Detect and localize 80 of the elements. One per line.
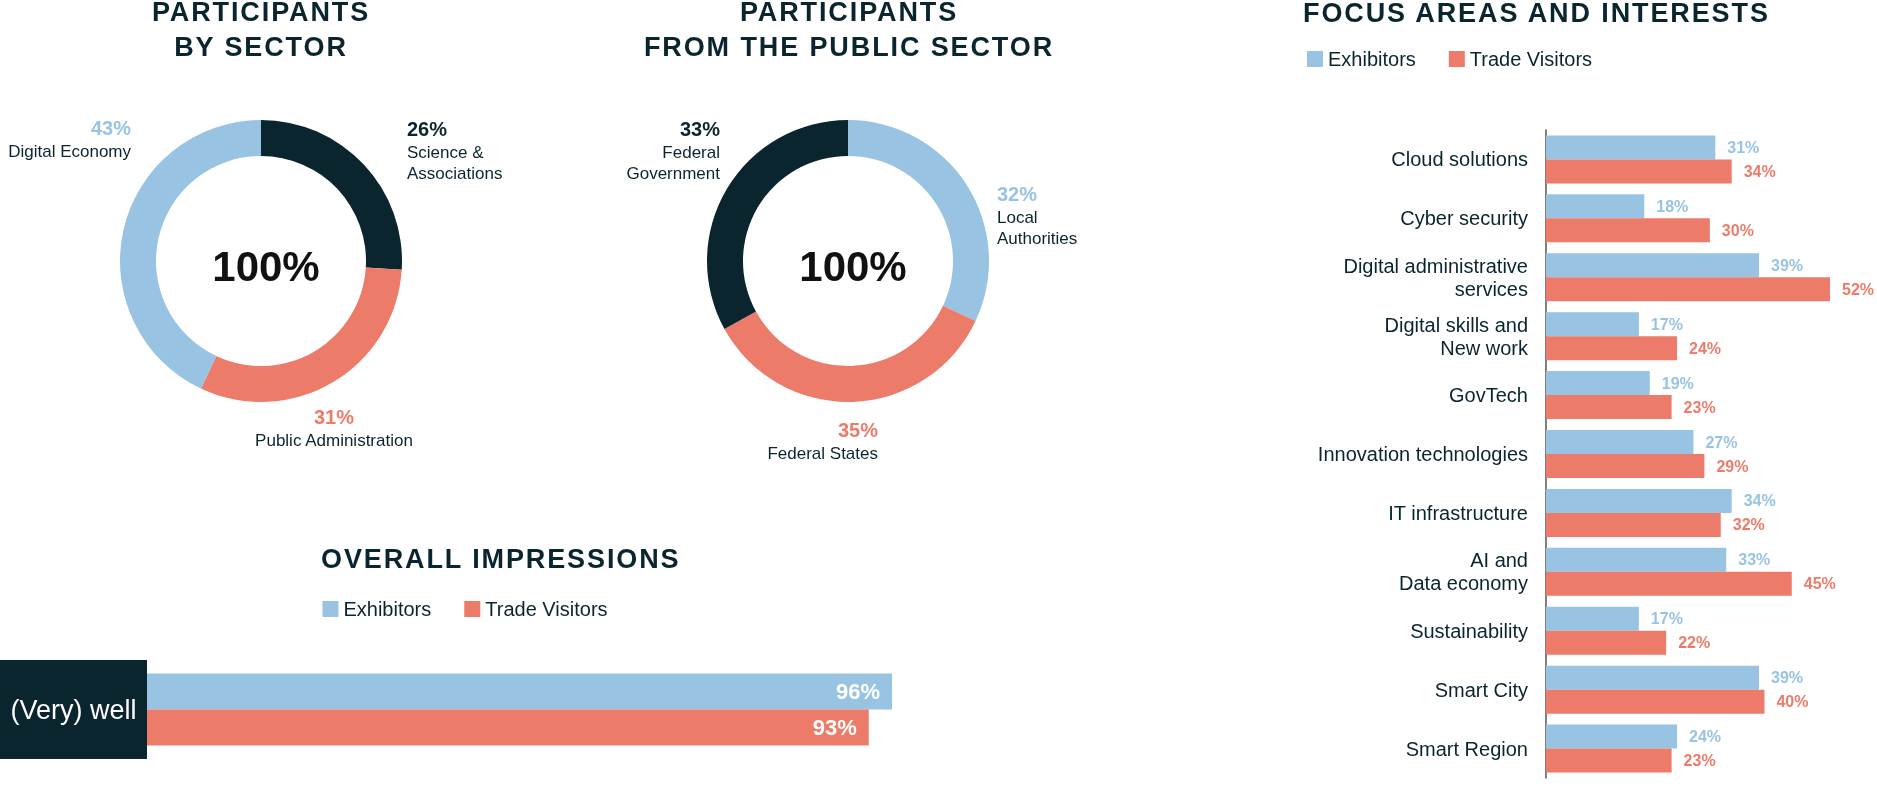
- data-label: 33%: [1738, 551, 1771, 569]
- bar: [1546, 547, 1727, 572]
- data-label: 40%: [1776, 693, 1809, 711]
- y-tick-label: IT infrastructure: [1388, 501, 1528, 524]
- bar: [1546, 430, 1694, 454]
- legend-label: Trade Visitors: [1469, 48, 1593, 70]
- data-label: 34%: [1743, 492, 1776, 510]
- chart-title: FOCUS AREAS AND INTERESTS: [1303, 0, 1770, 30]
- slice-label: Public Administration: [255, 431, 413, 450]
- slice-label: Local Authorities: [997, 208, 1078, 248]
- data-label: 32%: [997, 183, 1038, 205]
- bar: [1546, 488, 1732, 513]
- data-label: 43%: [90, 117, 132, 139]
- data-label: 52%: [1842, 280, 1875, 298]
- data-label: 17%: [1650, 610, 1683, 628]
- y-tick-label: Cloud solutions: [1391, 148, 1528, 171]
- text: 100%: [799, 242, 907, 290]
- slice-label: Science & Associations: [407, 143, 503, 183]
- data-label: 35%: [837, 419, 879, 441]
- bar: [1546, 689, 1765, 714]
- legend-label: Exhibitors: [343, 598, 432, 620]
- data-label: 93%: [812, 715, 857, 740]
- data-label: 96%: [835, 679, 880, 704]
- bar: [1546, 571, 1792, 596]
- y-tick-label: AI and Data economy: [1399, 549, 1528, 595]
- y-tick-label: Cyber security: [1400, 207, 1528, 230]
- data-label: 30%: [1721, 221, 1754, 239]
- data-label: 26%: [407, 118, 448, 140]
- chart-title: PARTICIPANTS BY SECTOR: [150, 0, 372, 64]
- data-label: 22%: [1678, 634, 1711, 652]
- y-tick-label: Digital administrative services: [1343, 254, 1528, 300]
- slice-label: Federal States: [767, 444, 878, 463]
- bar: [1546, 454, 1705, 478]
- bar: [1546, 277, 1830, 302]
- data-label: 45%: [1803, 575, 1836, 593]
- y-tick-label: Digital skills and New work: [1384, 313, 1529, 359]
- data-label: 23%: [1683, 752, 1716, 770]
- data-label: 31%: [1727, 138, 1760, 156]
- data-label: 27%: [1705, 433, 1738, 451]
- slice-label: Digital Economy: [8, 142, 132, 161]
- bar: [1546, 395, 1672, 420]
- bar: [1546, 312, 1639, 337]
- data-label: 33%: [679, 118, 721, 140]
- slice-label: Federal Government: [626, 143, 721, 183]
- data-label: 39%: [1771, 256, 1804, 274]
- bar: [1546, 724, 1678, 749]
- bar: [1546, 630, 1667, 655]
- bar: [1546, 135, 1716, 160]
- data-label: 34%: [1743, 162, 1776, 180]
- data-label: 17%: [1650, 315, 1683, 333]
- y-tick-label: Sustainability: [1410, 619, 1528, 642]
- data-label: 19%: [1661, 374, 1694, 392]
- bar: [1546, 159, 1732, 184]
- data-label: 39%: [1771, 669, 1804, 687]
- legend-label: Exhibitors: [1328, 48, 1416, 70]
- bar: [1546, 218, 1710, 243]
- y-tick-label: Innovation technologies: [1317, 443, 1528, 465]
- bar: [1546, 748, 1672, 773]
- text: 100%: [212, 242, 320, 290]
- bar: [1546, 665, 1759, 690]
- data-label: 23%: [1683, 398, 1716, 416]
- data-label: 18%: [1656, 197, 1689, 215]
- y-tick-label: (Very) well: [10, 694, 137, 725]
- legend-label: Trade Visitors: [485, 598, 608, 620]
- data-label: 31%: [313, 406, 355, 428]
- data-label: 24%: [1689, 728, 1722, 746]
- bar: [1546, 371, 1650, 396]
- bar: [1546, 606, 1639, 631]
- chart-title: OVERALL IMPRESSIONS: [321, 543, 681, 576]
- data-label: 24%: [1689, 339, 1722, 357]
- chart-title: PARTICIPANTS FROM THE PUBLIC SECTOR: [642, 0, 1056, 64]
- y-tick-label: Smart Region: [1405, 737, 1528, 760]
- bar: [1546, 194, 1645, 219]
- data-label: 29%: [1716, 457, 1749, 475]
- y-tick-label: GovTech: [1449, 384, 1528, 407]
- bar: [1546, 512, 1721, 537]
- bar: [1546, 253, 1759, 278]
- data-label: 32%: [1732, 516, 1765, 534]
- y-tick-label: Smart City: [1434, 678, 1528, 701]
- bar: [1546, 336, 1678, 361]
